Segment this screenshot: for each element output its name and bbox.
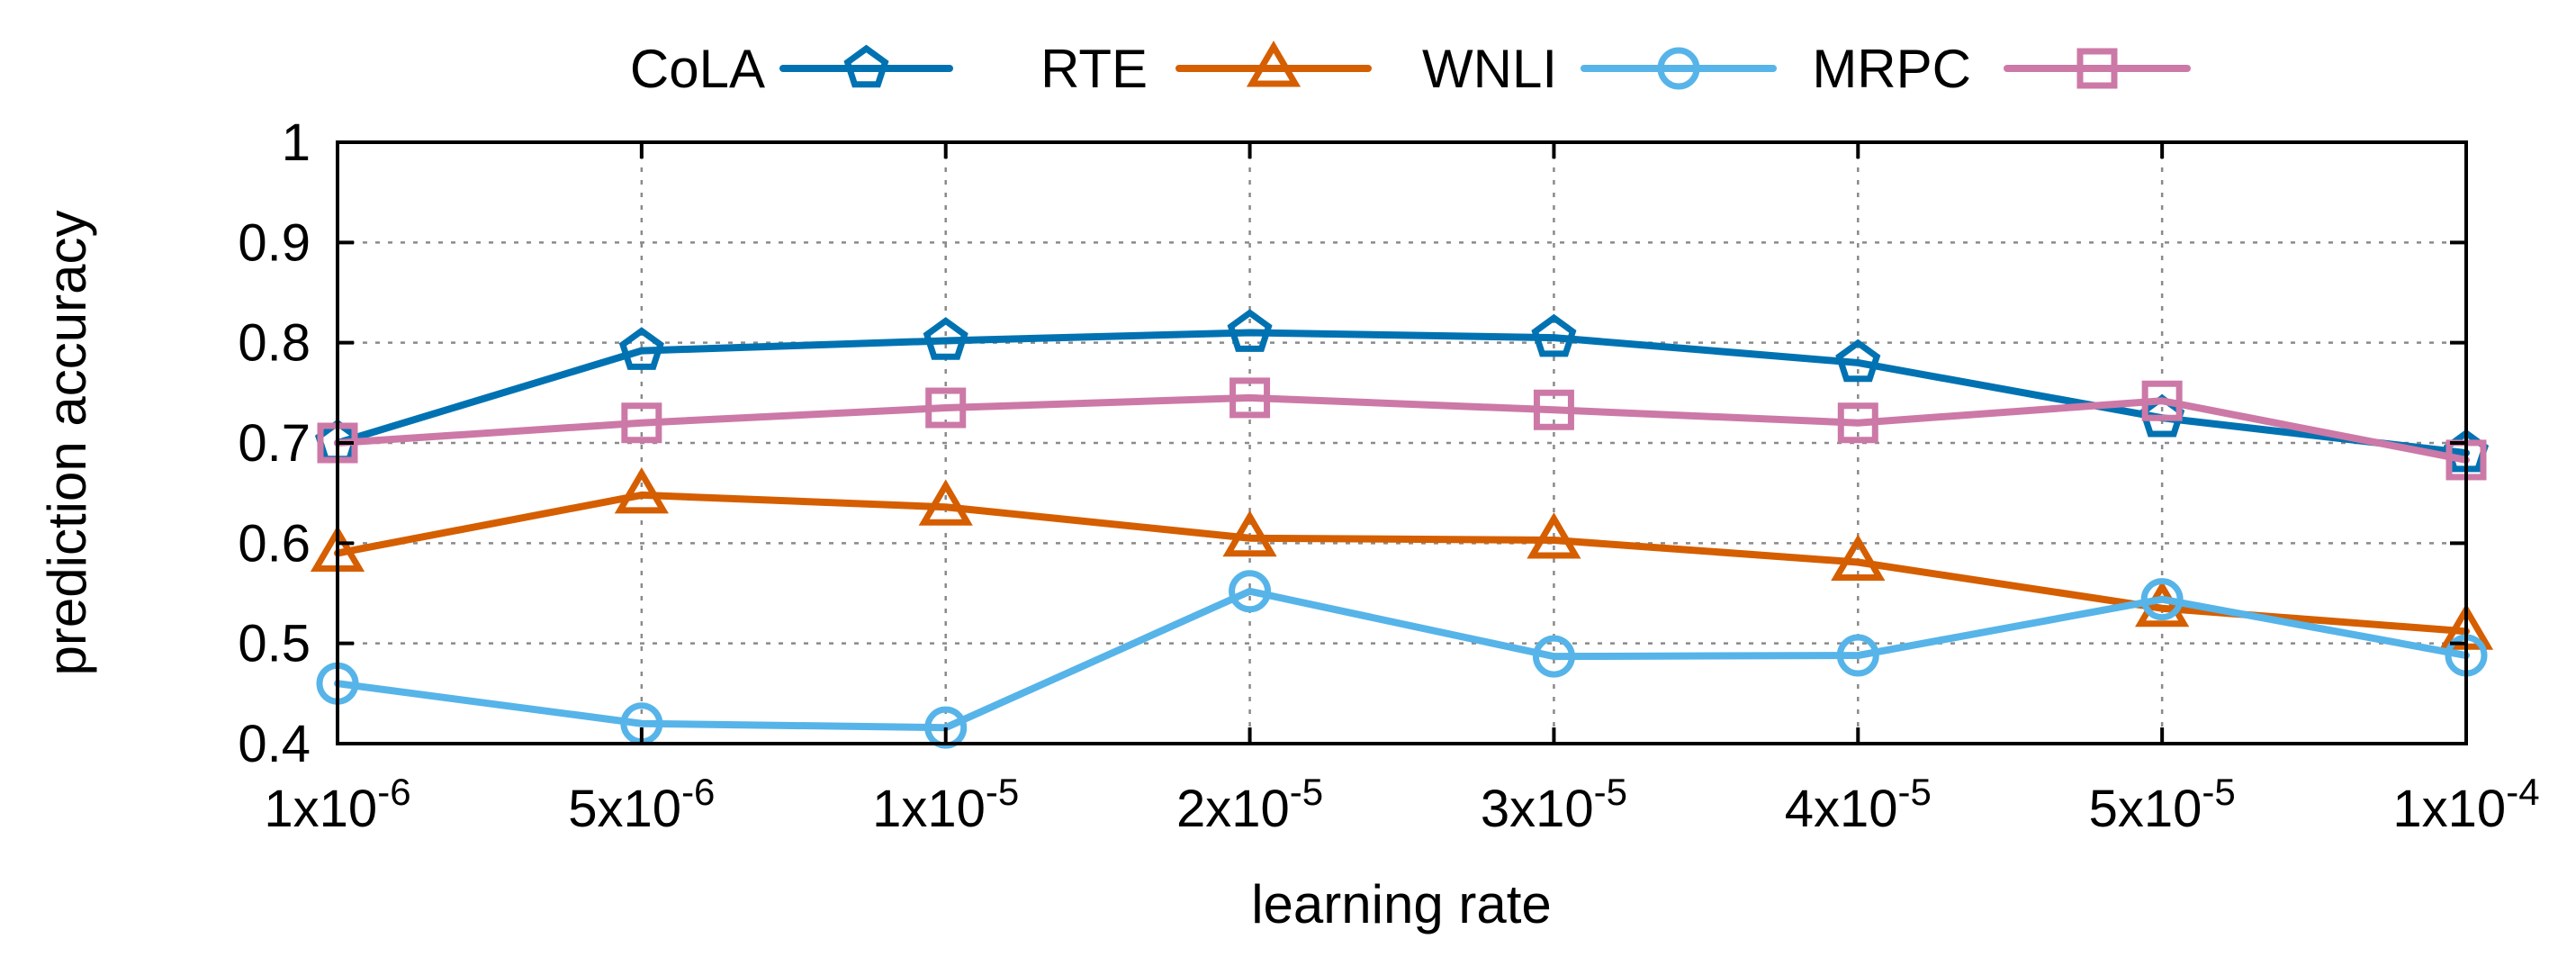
x-tick-base: 1x10	[264, 780, 377, 838]
x-axis-title: learning rate	[1251, 874, 1552, 934]
series-line-cola	[334, 329, 2470, 457]
x-tick-base: 5x10	[2089, 780, 2202, 838]
x-tick-exponent: -5	[2202, 771, 2235, 813]
legend-marker	[2076, 48, 2118, 89]
data-point-wnli	[1532, 635, 1575, 678]
data-point-rte	[1831, 534, 1886, 581]
y-tick-label: 1	[282, 113, 311, 172]
series-wnli	[316, 570, 2488, 749]
x-tick-labels: 1x10-6 5x10-6 1x10-5 2x10-5 3x10-5 4x10-5 5x10…	[264, 771, 2539, 838]
legend-label: WNLI	[1422, 39, 1557, 99]
legend-label: CoLA	[630, 39, 765, 99]
series-mrpc	[317, 377, 2487, 481]
x-tick-label: 2x10-5	[1176, 771, 1323, 838]
y-tick-label: 0.9	[238, 213, 311, 272]
series-group	[310, 309, 2494, 749]
series-line-mrpc	[334, 393, 2470, 464]
data-point-mrpc	[621, 402, 662, 444]
data-point-cola	[618, 327, 664, 370]
series-rte	[310, 466, 2494, 650]
x-tick-label: 4x10-5	[1785, 771, 1932, 838]
x-tick-label: 3x10-5	[1481, 771, 1627, 838]
x-tick-base: 4x10	[1785, 780, 1898, 838]
x-tick-exponent: -6	[377, 771, 410, 813]
x-tick-label: 1x10-4	[2392, 771, 2539, 838]
legend-label: MRPC	[1812, 39, 1971, 99]
data-point-cola	[1531, 313, 1577, 357]
data-point-cola	[923, 317, 968, 360]
series-cola	[314, 309, 2490, 473]
data-point-rte	[2135, 580, 2190, 627]
x-tick-exponent: -5	[1290, 771, 1323, 813]
y-tick-label: 0.8	[238, 314, 311, 373]
legend: CoLA RTE WNLI MRPC	[630, 39, 2191, 99]
x-tick-label: 1x10-6	[264, 771, 410, 838]
data-point-mrpc	[1229, 377, 1271, 419]
legend-marker	[1246, 41, 1302, 87]
y-axis-title: prediction accuracy	[37, 211, 97, 676]
x-tick-exponent: -5	[1897, 771, 1931, 813]
data-point-rte	[1527, 512, 1581, 559]
y-tick-label: 0.4	[238, 715, 311, 773]
series-line-rte	[334, 491, 2470, 636]
data-point-rte	[918, 479, 973, 526]
x-tick-label: 5x10-6	[568, 771, 715, 838]
data-point-mrpc	[1533, 389, 1574, 430]
axis-ticks	[336, 140, 2468, 745]
data-point-wnli	[1229, 570, 1272, 613]
data-point-wnli	[2140, 578, 2184, 621]
legend-item-mrpc: MRPC	[1812, 39, 2191, 99]
x-tick-exponent: -6	[681, 771, 715, 813]
data-point-wnli	[1836, 634, 1879, 677]
y-tick-label: 0.7	[238, 414, 311, 473]
legend-marker	[843, 44, 889, 88]
series-line-wnli	[334, 587, 2470, 732]
data-point-wnli	[924, 706, 968, 749]
x-tick-exponent: -4	[2506, 771, 2539, 813]
x-tick-base: 2x10	[1176, 780, 1290, 838]
legend-marker	[1657, 47, 1700, 90]
x-tick-label: 1x10-5	[872, 771, 1019, 838]
y-tick-label: 0.6	[238, 514, 311, 573]
data-point-mrpc	[2141, 380, 2183, 421]
x-tick-exponent: -5	[986, 771, 1019, 813]
legend-item-cola: CoLA	[630, 39, 953, 99]
x-tick-label: 5x10-5	[2089, 771, 2236, 838]
y-tick-labels: 0.4 0.5 0.6 0.7 0.8 0.9 1	[238, 113, 311, 773]
data-point-mrpc	[1837, 402, 1878, 444]
x-tick-base: 5x10	[568, 780, 681, 838]
data-point-rte	[614, 466, 669, 514]
x-tick-base: 1x10	[872, 780, 986, 838]
grid	[338, 142, 2466, 744]
x-tick-base: 3x10	[1481, 780, 1594, 838]
data-point-mrpc	[925, 387, 967, 429]
legend-label: RTE	[1040, 39, 1148, 99]
legend-item-wnli: WNLI	[1422, 39, 1777, 99]
x-tick-base: 1x10	[2392, 780, 2506, 838]
legend-item-rte: RTE	[1040, 39, 1372, 99]
data-point-cola	[1227, 309, 1273, 352]
x-tick-exponent: -5	[1594, 771, 1627, 813]
data-point-rte	[1222, 510, 1277, 557]
data-point-cola	[1835, 339, 1881, 383]
y-tick-label: 0.5	[238, 615, 311, 673]
